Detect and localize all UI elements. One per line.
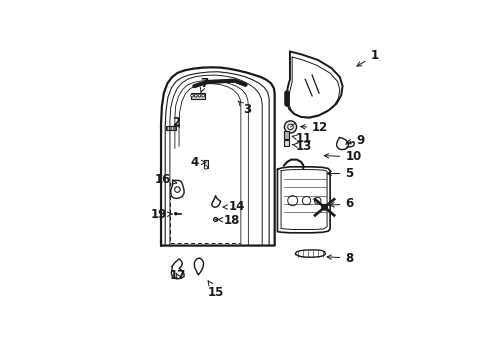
Circle shape [174,187,180,192]
Text: 4: 4 [190,156,206,169]
Circle shape [195,94,197,97]
Text: 3: 3 [238,101,251,116]
Circle shape [302,197,311,205]
Text: 6: 6 [330,198,354,211]
Text: 9: 9 [346,134,365,147]
Text: 1: 1 [357,49,378,66]
Text: 7: 7 [200,77,208,93]
Circle shape [202,94,204,97]
Circle shape [214,217,218,221]
Text: 5: 5 [327,167,354,180]
Text: 13: 13 [293,140,312,153]
Circle shape [204,166,208,169]
Text: 8: 8 [327,252,354,265]
Text: 11: 11 [292,132,312,145]
Text: 19: 19 [150,208,172,221]
Circle shape [174,212,177,215]
Circle shape [288,196,298,206]
FancyBboxPatch shape [204,159,208,168]
Circle shape [191,94,194,97]
Text: 18: 18 [218,213,240,226]
Circle shape [314,197,321,204]
Text: 2: 2 [172,116,180,129]
Circle shape [322,204,327,210]
Circle shape [284,121,296,133]
Circle shape [198,94,201,97]
FancyBboxPatch shape [284,140,290,146]
Text: 15: 15 [208,281,224,299]
FancyBboxPatch shape [191,93,204,99]
FancyBboxPatch shape [166,126,176,130]
Text: 17: 17 [170,269,186,282]
Text: 14: 14 [223,200,245,213]
FancyBboxPatch shape [284,131,290,139]
Text: 12: 12 [301,121,328,134]
Text: 16: 16 [154,173,177,186]
Text: 10: 10 [324,150,362,163]
Circle shape [288,124,293,130]
